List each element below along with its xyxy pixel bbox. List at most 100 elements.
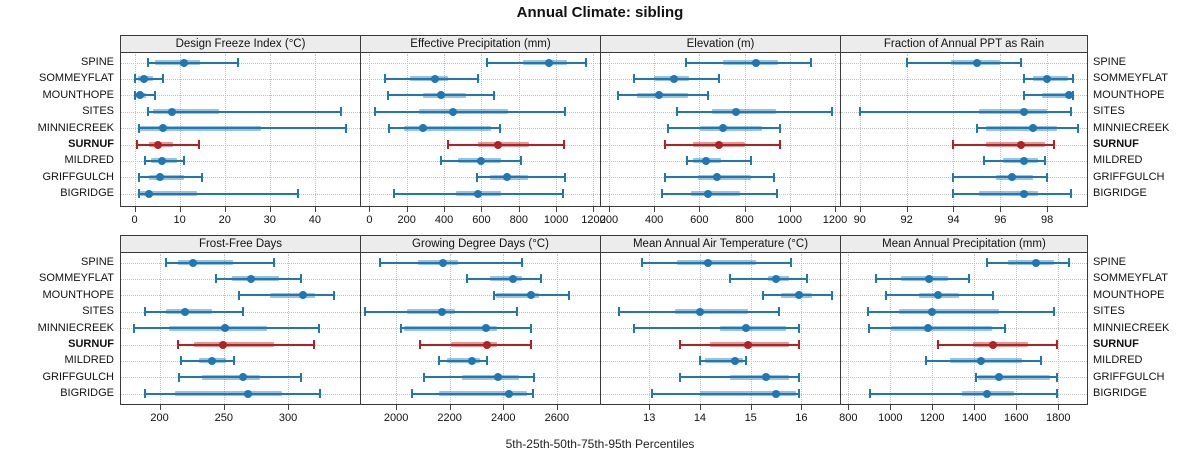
whisker-cap-p5 [144,389,147,399]
whisker-cap-p5 [678,340,681,349]
grid-vline [859,54,861,206]
whisker-cap-p95 [272,258,275,267]
site-label-left: SITES [82,305,114,318]
interval-line-5-95 [487,61,586,64]
axis-tick-label: 98 [1041,214,1054,226]
median-dot [1019,107,1028,116]
axis-tick-label: 200 [397,214,416,226]
whisker-cap-p5 [975,372,978,382]
median-dot [527,291,536,300]
site-label-right: MILDRED [1093,354,1143,367]
site-label-left: SURNUF [68,338,114,350]
whisker-cap-p5 [364,307,367,317]
grid-vline [699,54,701,206]
tick-mark [449,405,451,410]
site-label-left: SOMMEYFLAT [39,272,114,285]
median-dot [670,74,679,83]
interval-line-5-95 [859,110,1071,113]
interval-line-5-95 [676,110,832,113]
whisker-cap-p95 [531,389,534,399]
median-dot [239,373,248,382]
median-dot [155,173,164,182]
median-dot [167,107,176,116]
median-dot [695,307,704,316]
grid-hline [361,295,600,297]
median-dot [731,356,740,365]
whisker-cap-p95 [237,58,240,67]
site-label-right: SOMMEYFLAT [1093,72,1168,85]
whisker-cap-p95 [1053,307,1056,317]
whisker-cap-p5 [868,323,871,333]
axis-tick-label: 400 [434,214,454,226]
site-label-left: MINNIECREEK [37,321,114,334]
interval-line-5-95 [447,143,564,146]
interval-line-5-95 [145,310,244,313]
interval-line-5-95 [177,343,314,346]
tick-mark [801,405,803,410]
interval-line-5-95 [685,61,812,64]
axis-tick-label: 15 [744,412,757,424]
whisker-cap-p5 [392,189,395,199]
whisker-cap-p5 [698,356,701,366]
site-label-right: SURNUF [1093,138,1139,150]
median-dot [208,356,217,365]
whisker-cap-p5 [384,74,387,84]
panel-header: Mean Annual Air Temperature (°C) [601,236,840,253]
tick-mark [556,405,558,410]
site-label-left: SURNUF [68,138,114,150]
median-dot [924,324,933,333]
whisker-cap-p5 [176,340,179,349]
tick-mark [932,405,934,410]
median-dot [972,58,981,67]
whisker-cap-p95 [805,274,808,284]
whisker-cap-p95 [539,274,542,284]
axis-tick-label: 200 [599,214,619,226]
grid-hline [601,95,840,97]
axis-tick-label: 400 [644,214,664,226]
median-dot [153,140,162,149]
median-dot [731,107,740,116]
interval-line-5-95 [139,176,202,179]
grid-vline [224,54,226,206]
grid-vline [179,54,181,206]
whisker-cap-p95 [1020,58,1023,67]
interval-line-5-95 [651,392,799,395]
whisker-cap-p95 [1067,258,1070,267]
whisker-cap-p5 [138,172,141,182]
whisker-cap-p5 [982,156,985,166]
grid-vline [835,54,837,206]
interval-line-5-95 [135,77,163,80]
site-label-right: MINNIECREEK [1093,321,1170,334]
whisker-cap-p5 [177,372,180,382]
median-dot [1008,173,1017,182]
grid-hline [121,62,360,64]
interval-line-5-95 [686,159,752,162]
axis-tick-label: 1200 [920,412,945,424]
panel-header: Frost-Free Days [121,236,360,253]
whisker-cap-p5 [466,274,469,284]
grid-hline [601,78,840,80]
tick-mark [890,405,892,410]
axis-tick-label: 600 [690,214,709,226]
axis-tick-label: 0 [366,214,373,226]
whisker-cap-p95 [776,189,779,199]
median-dot [982,389,991,398]
whisker-cap-p95 [515,307,518,317]
axis-tick-label: 40 [308,214,322,226]
site-label-right: BIGRIDGE [1093,387,1147,400]
whisker-cap-p5 [685,156,688,166]
whisker-cap-p5 [869,389,872,399]
whisker-cap-p95 [1046,172,1049,182]
tick-mark [1016,405,1018,410]
whisker-cap-p95 [744,356,747,366]
panel-header: Fraction of Annual PPT as Rain [841,36,1087,53]
whisker-cap-p95 [797,372,800,382]
whisker-cap-p95 [1043,156,1046,166]
median-dot [794,291,803,300]
median-dot [772,274,781,283]
whisker-cap-p95 [1040,356,1043,366]
whisker-cap-p5 [164,258,167,267]
axis-tick-label: 800 [735,214,754,226]
interval-line-5-95 [953,143,1055,146]
grid-vline [269,54,271,206]
